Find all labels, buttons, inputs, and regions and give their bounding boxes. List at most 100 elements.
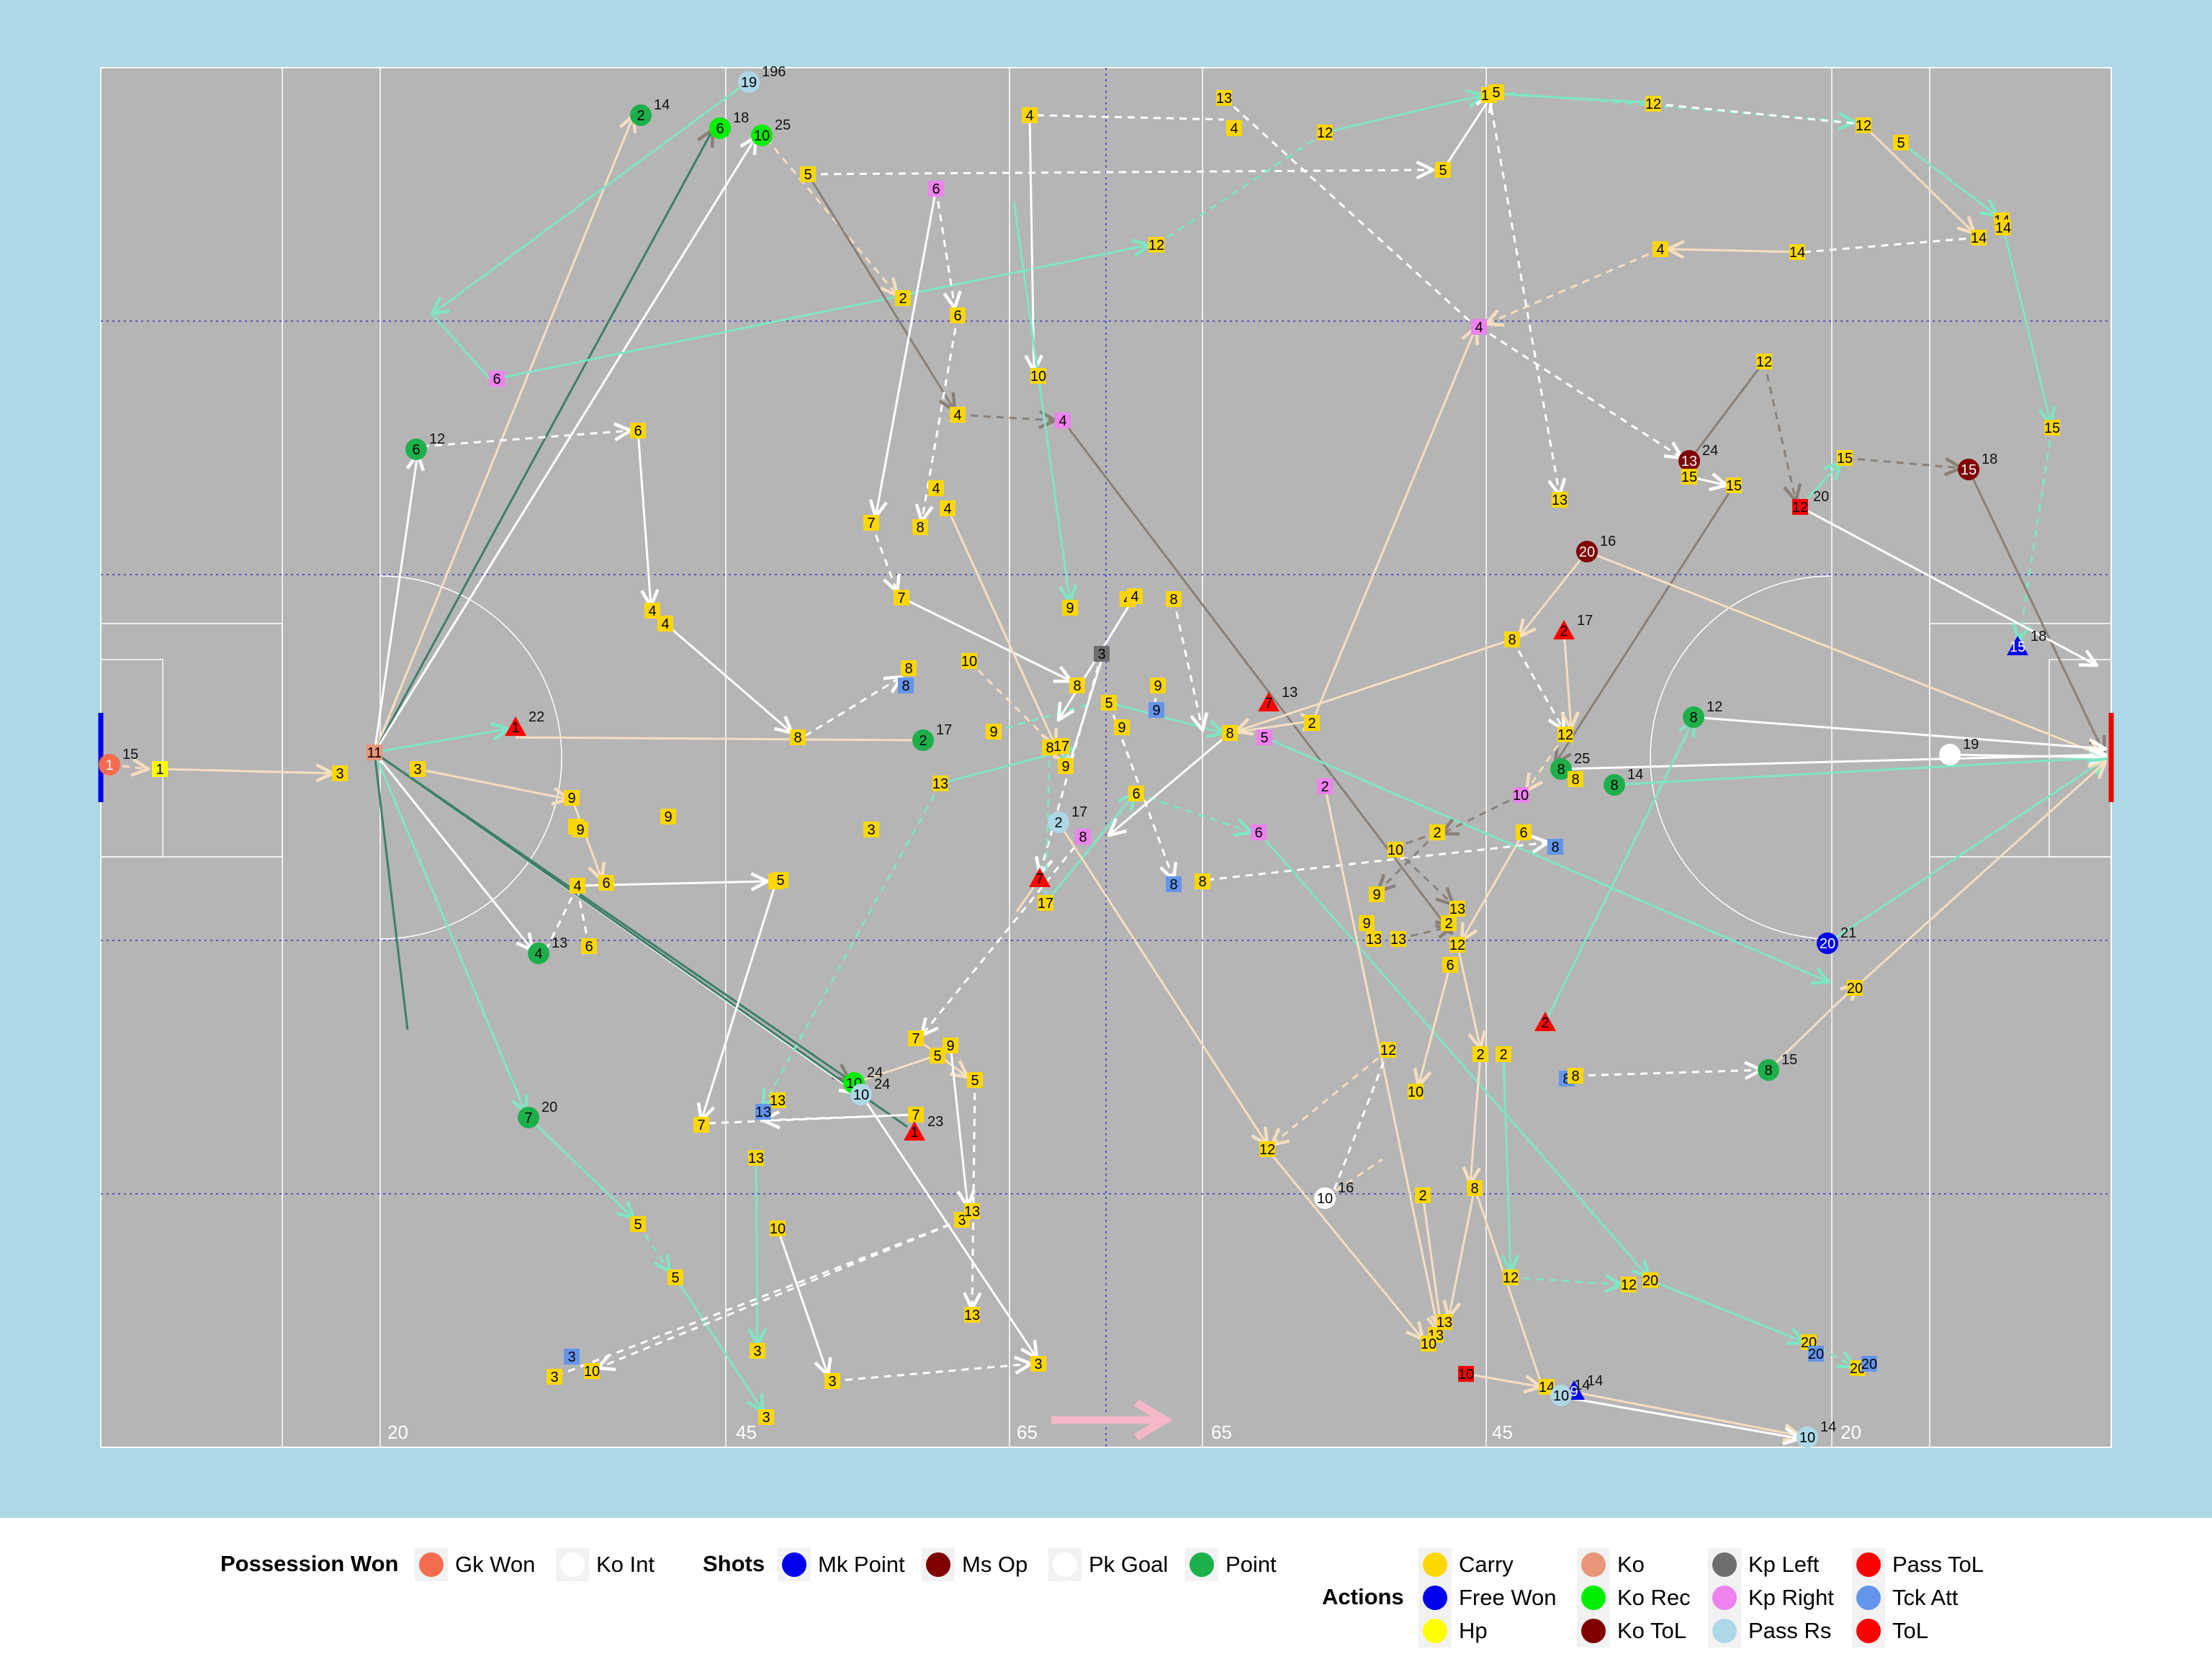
marker-shape: [1467, 1180, 1483, 1196]
event-marker-ko-rec: 10 25: [751, 117, 791, 146]
marker-label: 2: [1321, 779, 1328, 795]
arrow: [1486, 248, 1661, 324]
arrow: [1693, 716, 2105, 749]
arrow: [1844, 457, 1961, 468]
arrow: [1442, 793, 1521, 834]
tck-att-swatch: [1856, 1586, 1881, 1610]
arrow: [374, 729, 508, 754]
marker-shape: [1681, 469, 1697, 485]
marker-label: 3: [762, 1410, 770, 1426]
arrow: [1496, 91, 1855, 122]
event-marker-carry: 9: [1369, 886, 1385, 903]
legend-item-pk-goal: Pk Goal: [1048, 1548, 1168, 1581]
marker-shape: [1366, 931, 1382, 947]
event-marker-tol: 1 23: [904, 1114, 943, 1141]
arrow: [637, 430, 651, 606]
event-marker-carry: 4: [1653, 241, 1668, 258]
arrow: [1478, 325, 1682, 458]
event-marker-carry: 3: [824, 1373, 840, 1390]
marker-shape: [1645, 96, 1661, 112]
arrow: [1456, 944, 1480, 1048]
event-marker-carry: 6: [1128, 786, 1144, 802]
legend-item-ko-tol: Ko ToL: [1577, 1614, 1686, 1647]
arrow: [1967, 469, 2104, 753]
marker-shape: [750, 1343, 765, 1359]
event-marker-carry: 5: [1893, 135, 1909, 151]
marker-shape: [863, 515, 879, 531]
marker-shape: [964, 1203, 980, 1219]
legend-label: Pass ToL: [1892, 1552, 1984, 1577]
marker-shape: [152, 761, 168, 777]
marker-shape: [1653, 241, 1668, 257]
marker-shape: [1258, 692, 1280, 711]
marker-player-number: 21: [1840, 925, 1856, 941]
event-marker-tol: 7: [1029, 868, 1051, 887]
event-marker-tck-att: 3: [564, 1349, 580, 1365]
arrow: [949, 1045, 968, 1207]
event-marker-tck-att: 8: [1166, 876, 1182, 893]
marker-shape: [755, 1104, 771, 1120]
legend-item-hp: Hp: [1419, 1614, 1488, 1647]
ko-swatch: [1581, 1552, 1606, 1577]
marker-shape: [1038, 895, 1053, 911]
arrow: [570, 797, 602, 880]
arrow: [1470, 1053, 1482, 1184]
marker-label: 2: [899, 291, 907, 307]
arrow: [598, 1218, 963, 1368]
marker-label: 12: [1756, 354, 1772, 370]
marker-shape: [1792, 499, 1808, 515]
event-marker-pass-rs: 19 196: [738, 64, 786, 93]
marker-label: 14: [1789, 245, 1805, 261]
arrow: [1668, 249, 1798, 252]
marker-shape: [1442, 957, 1458, 973]
event-marker-carry: 9: [1359, 915, 1375, 932]
event-marker-carry: 12: [1317, 125, 1333, 141]
event-marker-point: 8 15: [1758, 1052, 1797, 1081]
event-marker-carry: 14: [1539, 1379, 1555, 1395]
event-marker-carry: 4: [928, 480, 944, 497]
marker-player-number: 15: [122, 747, 138, 763]
marker-label: 8: [1571, 1069, 1579, 1084]
marker-player-number: 12: [1707, 699, 1722, 715]
mk-point-swatch: [782, 1552, 806, 1577]
event-marker-kp-right: 10: [1513, 787, 1529, 804]
arrow: [1827, 759, 2105, 945]
event-marker-kp-right: 8: [1075, 829, 1091, 845]
marker-label: 12: [1259, 1142, 1275, 1158]
arrow: [1323, 786, 1439, 1332]
pk-goal-swatch: [1053, 1552, 1077, 1577]
marker-label: 20: [1820, 936, 1835, 952]
marker-shape: [630, 1216, 646, 1232]
arrow: [1156, 131, 1326, 246]
arrow: [1519, 551, 1588, 637]
marker-shape: [1062, 600, 1078, 616]
marker-shape: [547, 1369, 562, 1385]
marker-label: 4: [943, 501, 951, 517]
arrow: [373, 752, 526, 1112]
legend-possession-title: Possession Won: [220, 1551, 399, 1576]
marker-label: 20: [1579, 544, 1595, 560]
arrow: [561, 1218, 963, 1375]
arrow: [1266, 1148, 1423, 1339]
marker-shape: [598, 875, 614, 891]
marker-label: 2: [919, 733, 927, 749]
marker-label: 3: [1097, 647, 1105, 662]
event-marker-carry: 3: [758, 1409, 774, 1426]
event-marker-carry: 4: [1022, 107, 1038, 124]
marker-label: 9: [946, 1038, 954, 1054]
event-marker-ko-int: 10 16: [1314, 1180, 1354, 1209]
marker-shape: [950, 307, 966, 323]
marker-label: 7: [1264, 696, 1272, 711]
arrow: [1614, 757, 2105, 786]
marker-label: 5: [1439, 163, 1447, 179]
marker-label: 12: [1449, 938, 1465, 953]
marker-label: 2: [1433, 825, 1441, 841]
marker-label: 8: [1226, 726, 1233, 742]
marker-label: 14: [1971, 230, 1987, 246]
marker-label: 8: [1557, 762, 1565, 778]
marker-label: 9: [1372, 887, 1380, 903]
marker-player-number: 14: [1820, 1419, 1836, 1435]
marker-label: 10: [770, 1221, 786, 1237]
event-marker-carry: 5: [667, 1269, 683, 1286]
arrow: [1061, 420, 1452, 933]
